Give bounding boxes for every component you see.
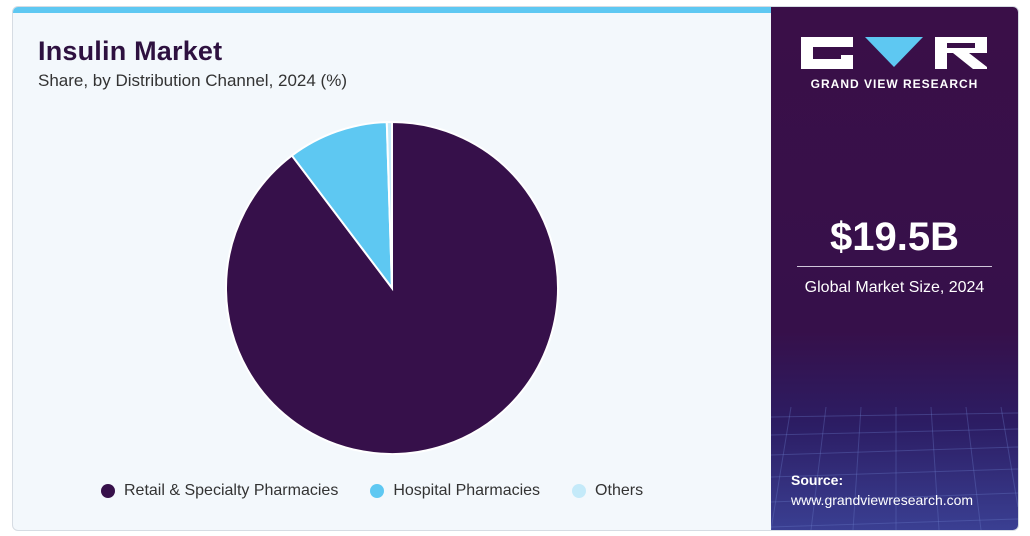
legend-item: Retail & Specialty Pharmacies <box>101 482 338 500</box>
divider <box>797 266 992 267</box>
legend-swatch <box>101 484 115 498</box>
legend-label: Retail & Specialty Pharmacies <box>124 482 339 499</box>
chart-title: Insulin Market <box>38 36 223 66</box>
legend-label: Hospital Pharmacies <box>393 482 541 499</box>
source-label: Source: <box>791 472 844 488</box>
chart-subtitle: Share, by Distribution Channel, 2024 (%) <box>38 71 347 90</box>
legend-label: Others <box>595 482 644 499</box>
legend-swatch <box>370 484 385 498</box>
legend-item: Others <box>572 482 643 500</box>
market-size-label: Global Market Size, 2024 <box>804 279 985 296</box>
pie-slice-others <box>385 120 393 289</box>
legend-item: Hospital Pharmacies <box>370 482 540 500</box>
legend-swatch <box>572 484 587 498</box>
pie-chart <box>225 120 559 455</box>
accent-bar <box>13 7 771 13</box>
summary-panel: GRAND VIEW RESEARCH $19.5B Global Market… <box>771 7 1018 530</box>
infographic-card: Insulin Market Share, by Distribution Ch… <box>12 6 1019 531</box>
source-link[interactable]: www.grandviewresearch.com <box>791 492 974 508</box>
brand-name: GRAND VIEW RESEARCH <box>810 77 979 91</box>
chart-panel: Insulin Market Share, by Distribution Ch… <box>13 7 771 530</box>
market-size-value: $19.5B <box>830 215 959 259</box>
pie-slice-hospital-pharmacies <box>290 121 394 292</box>
decorative-grid <box>771 406 1018 530</box>
gvr-logo <box>801 37 987 69</box>
chart-legend: Retail & Specialty Pharmacies Hospital Ph… <box>101 480 675 502</box>
